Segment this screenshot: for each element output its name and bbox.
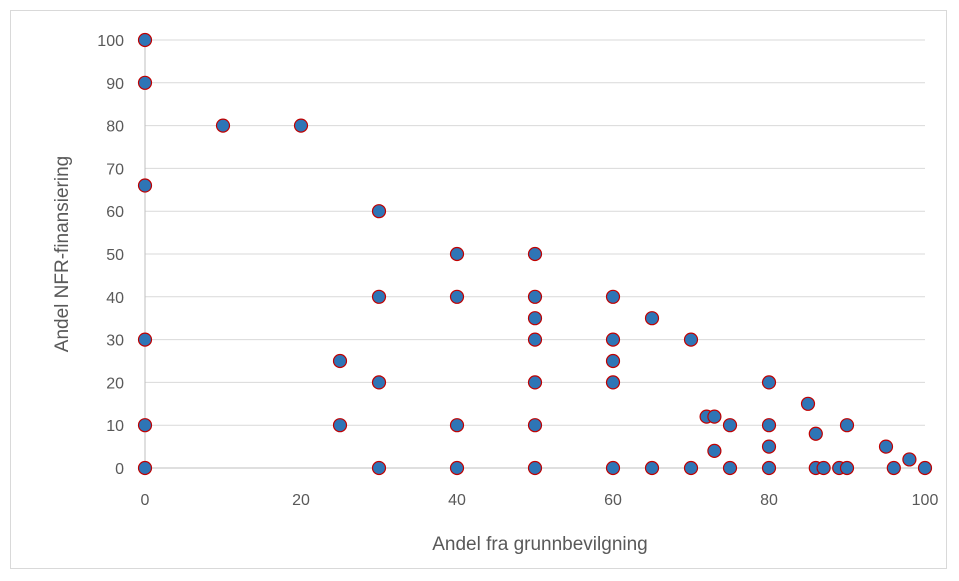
data-point (527, 246, 543, 262)
x-tick-label: 40 (448, 492, 466, 509)
y-tick-label: 80 (106, 119, 124, 136)
data-point (527, 332, 543, 347)
y-tick-label: 50 (106, 247, 124, 264)
data-point (527, 375, 543, 390)
data-point (137, 178, 153, 193)
data-point (527, 418, 543, 433)
y-tick-label: 0 (115, 461, 124, 478)
data-point (332, 353, 348, 369)
data-point (839, 418, 855, 433)
data-point (683, 460, 699, 476)
y-axis-title: Andel NFR-finansiering (52, 156, 73, 352)
data-point (902, 452, 917, 467)
data-point (761, 418, 777, 433)
data-point (722, 460, 738, 476)
data-point (332, 418, 348, 433)
data-point (644, 460, 660, 476)
y-tick-label: 10 (106, 418, 124, 435)
x-tick-label: 20 (292, 492, 310, 509)
y-tick-label: 30 (106, 333, 124, 350)
gridlines (145, 39, 925, 426)
data-point (644, 311, 660, 326)
tick-labels: 0 10 20 30 40 50 60 70 80 90 100 0 20 40 60 80 100 (97, 33, 938, 509)
data-point (808, 426, 823, 441)
data-point (707, 409, 722, 424)
data-point (449, 246, 465, 262)
data-point (605, 289, 621, 304)
data-point (293, 118, 309, 133)
data-point (137, 332, 153, 347)
data-point (371, 289, 387, 304)
y-tick-label: 70 (106, 161, 124, 178)
data-point (449, 460, 465, 476)
chart-area (10, 10, 947, 569)
data-point (683, 332, 699, 347)
data-point (722, 418, 738, 433)
data-point (761, 439, 777, 454)
x-tick-label: 60 (604, 492, 622, 509)
data-point (137, 418, 153, 433)
data-point (449, 289, 465, 304)
data-point (917, 460, 933, 476)
y-tick-label: 40 (106, 290, 124, 307)
data-point (800, 396, 816, 411)
data-point (839, 460, 855, 476)
x-tick-label: 0 (141, 492, 150, 509)
y-tick-label: 60 (106, 204, 124, 221)
y-tick-label: 20 (106, 375, 124, 392)
data-point (215, 118, 231, 133)
data-point (371, 375, 387, 390)
data-point (816, 460, 831, 476)
y-tick-label: 100 (97, 33, 124, 50)
y-tick-label: 90 (106, 76, 124, 93)
data-point (371, 460, 387, 476)
data-point (137, 32, 153, 48)
data-point (137, 460, 153, 476)
x-axis-title: Andel fra grunnbevilgning (432, 534, 648, 555)
x-tick-label: 100 (912, 492, 939, 509)
data-point (605, 353, 621, 369)
data-point (605, 375, 621, 390)
data-point (371, 204, 387, 219)
data-point (527, 311, 543, 326)
data-point (761, 375, 777, 390)
data-point (527, 460, 543, 476)
data-point (605, 460, 621, 476)
data-point (761, 460, 777, 476)
data-point (878, 439, 894, 454)
data-point (707, 443, 722, 458)
data-points (137, 32, 933, 476)
data-point (137, 75, 153, 90)
data-point (605, 332, 621, 347)
data-point (886, 460, 901, 476)
data-point (449, 418, 465, 433)
x-tick-label: 80 (760, 492, 778, 509)
data-point (527, 289, 543, 304)
